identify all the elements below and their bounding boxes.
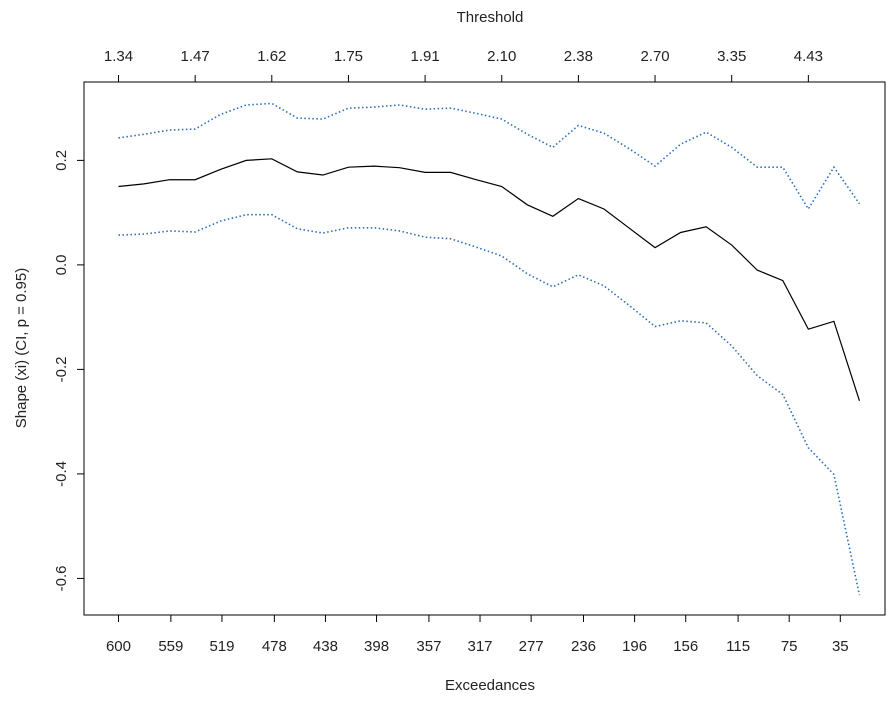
x-tick-label: 519 (209, 638, 234, 655)
x-tick-label: 156 (673, 638, 698, 655)
x-tick-label: 559 (158, 638, 183, 655)
x2-tick-label: 2.70 (640, 48, 669, 65)
x-tick-label: 277 (519, 638, 544, 655)
x2-tick-label: 1.91 (410, 48, 439, 65)
y-tick-label: -0.6 (53, 565, 70, 591)
x2-axis-title: Threshold (457, 9, 524, 26)
x-tick-label: 357 (416, 638, 441, 655)
x2-tick-label: 4.43 (794, 48, 823, 65)
x-tick-label: 398 (364, 638, 389, 655)
x-tick-label: 115 (726, 638, 750, 655)
x2-tick-label: 1.62 (257, 48, 286, 65)
x2-tick-label: 2.10 (487, 48, 516, 65)
series-line (118, 213, 861, 596)
x-axis-title: Exceedances (445, 677, 535, 694)
series-line (118, 102, 861, 211)
x-tick-label: 438 (313, 638, 338, 655)
x2-tick-label: 1.34 (104, 48, 133, 65)
x2-tick-label: 2.38 (564, 48, 593, 65)
x-tick-label: 600 (106, 638, 131, 655)
x2-tick-label: 3.35 (717, 48, 746, 65)
x-tick-label: 75 (781, 638, 798, 655)
plot-frame (83, 81, 886, 616)
x2-tick-label: 1.47 (181, 48, 210, 65)
y-tick-label: 0.2 (53, 150, 70, 171)
series-line (118, 158, 861, 401)
x-tick-label: 478 (262, 638, 287, 655)
x-tick-label: 196 (622, 638, 647, 655)
y-axis-title: Shape (xi) (CI, p = 0.95) (13, 268, 30, 429)
x-tick-label: 236 (571, 638, 596, 655)
y-tick-label: -0.2 (53, 356, 70, 382)
y-tick-label: -0.4 (53, 461, 70, 487)
x-tick-label: 35 (832, 638, 849, 655)
x-tick-label: 317 (468, 638, 493, 655)
x2-tick-label: 1.75 (334, 48, 363, 65)
y-tick-label: 0.0 (53, 254, 70, 275)
